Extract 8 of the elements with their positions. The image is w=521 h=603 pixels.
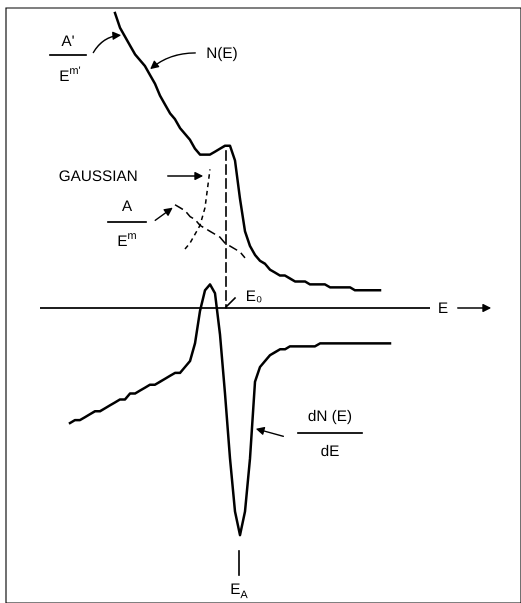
annotation: dE bbox=[321, 444, 339, 456]
annotation: A bbox=[122, 200, 132, 211]
annotation: A' bbox=[61, 35, 74, 46]
annotation: E₀ bbox=[247, 290, 262, 302]
text: E bbox=[439, 302, 448, 313]
annotation: N(E) bbox=[208, 46, 237, 62]
annotation: GAUSSIAN bbox=[60, 170, 136, 182]
annotation: dN (E) bbox=[308, 410, 352, 424]
